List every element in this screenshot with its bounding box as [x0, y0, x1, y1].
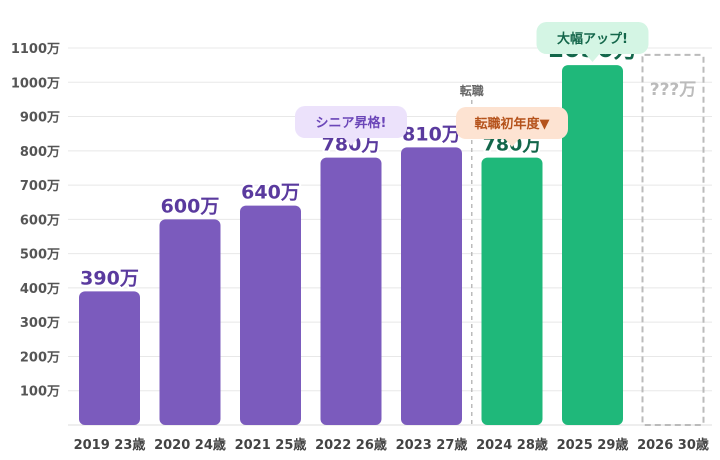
- bar: [320, 157, 382, 425]
- career-change-label: 転職: [460, 83, 484, 98]
- annotation-bubble: シニア昇格!: [295, 106, 407, 146]
- y-tick-label: 400万: [20, 282, 60, 297]
- x-tick-label: 2026 30歳: [637, 437, 709, 453]
- x-tick-label: 2025 29歳: [557, 437, 629, 453]
- bar: [240, 205, 301, 425]
- bar: [401, 147, 462, 425]
- y-tick-label: 1100万: [11, 42, 60, 57]
- y-tick-label: 700万: [20, 179, 60, 194]
- x-tick-label: 2023 27歳: [396, 437, 468, 453]
- bubble-pointer: [585, 54, 600, 62]
- bubble-background: [295, 106, 407, 138]
- y-tick-label: 300万: [20, 316, 60, 331]
- bar-value-label: 640万: [241, 182, 300, 204]
- y-tick-label: 900万: [20, 111, 60, 126]
- y-tick-label: 200万: [20, 350, 60, 365]
- bubble-text: 大幅アップ!: [557, 31, 628, 47]
- y-tick-label: 600万: [20, 213, 60, 228]
- bar-layer: [79, 53, 705, 426]
- x-tick-label: 2022 26歳: [315, 437, 387, 453]
- bubble-background: [536, 22, 649, 54]
- axis-layer: 100万 200万 300万 400万 500万 600万 700万 800万 900万 1000…: [11, 42, 712, 453]
- x-tick-label: 2020 24歳: [154, 437, 226, 453]
- annotation-bubble: 転職初年度▼: [456, 107, 568, 147]
- annotation-layer: シニア昇格! 転職初年度▼ 大幅アップ!: [295, 22, 649, 147]
- bubble-background: [456, 107, 568, 139]
- bar: [79, 291, 140, 425]
- bar: [159, 219, 221, 425]
- bubble-pointer: [344, 138, 358, 146]
- bar-placeholder: [641, 53, 705, 426]
- bar-value-label: 390万: [80, 267, 139, 289]
- y-tick-label: 500万: [20, 248, 60, 263]
- annotation-bubble: 大幅アップ!: [536, 22, 649, 62]
- bar-value-label: 810万: [402, 123, 461, 145]
- x-tick-label: 2021 25歳: [235, 437, 307, 453]
- y-tick-label: 1000万: [11, 76, 60, 91]
- bubble-pointer: [505, 139, 519, 147]
- x-tick-label: 2019 23歳: [74, 437, 146, 453]
- bar: [562, 65, 623, 426]
- bar: [481, 157, 543, 425]
- y-tick-label: 100万: [20, 385, 60, 400]
- bubble-text: 転職初年度▼: [475, 116, 550, 132]
- bar-value-label: ???万: [650, 80, 697, 100]
- bubble-text: シニア昇格!: [316, 115, 387, 131]
- y-tick-label: 800万: [20, 145, 60, 160]
- x-tick-label: 2024 28歳: [476, 437, 548, 453]
- bar-value-label: 600万: [161, 195, 220, 217]
